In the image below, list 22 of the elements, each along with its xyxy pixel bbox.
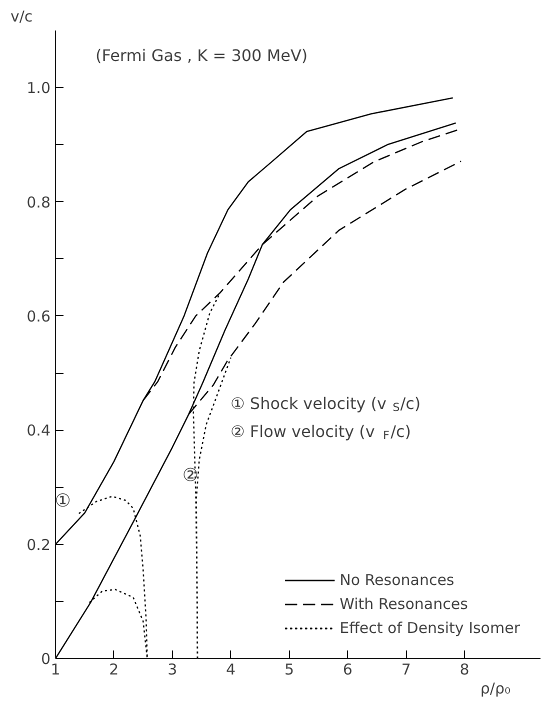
annotation: ② bbox=[182, 464, 199, 486]
legend-label: No Resonances bbox=[340, 571, 454, 589]
x-axis-title: ρ/ρ₀ bbox=[480, 680, 511, 698]
x-tick-label: 8 bbox=[460, 660, 470, 678]
y-axis-title: v/c bbox=[10, 8, 33, 26]
x-tick-label: 7 bbox=[401, 660, 411, 678]
x-tick-label: 5 bbox=[284, 660, 294, 678]
legend-label: Effect of Density Isomer bbox=[340, 619, 520, 637]
y-tick-label: 0.6 bbox=[26, 307, 51, 326]
y-tick-label: 0.8 bbox=[26, 193, 51, 212]
legend-label: With Resonances bbox=[340, 595, 468, 613]
x-tick-label: 3 bbox=[168, 660, 178, 678]
x-tick-label: 1 bbox=[50, 660, 60, 678]
y-tick-label: 0.2 bbox=[26, 536, 51, 554]
y-tick-label: 1.0 bbox=[26, 79, 51, 98]
text: (Fermi Gas , K = 300 MeV) bbox=[96, 46, 308, 65]
x-tick-label: 4 bbox=[226, 660, 236, 678]
x-tick-label: 6 bbox=[342, 660, 352, 678]
x-tick-label: 2 bbox=[109, 660, 119, 678]
y-tick-label: 0.4 bbox=[26, 422, 51, 440]
y-tick-label: 0 bbox=[40, 650, 51, 668]
annotation: ① bbox=[54, 490, 71, 512]
